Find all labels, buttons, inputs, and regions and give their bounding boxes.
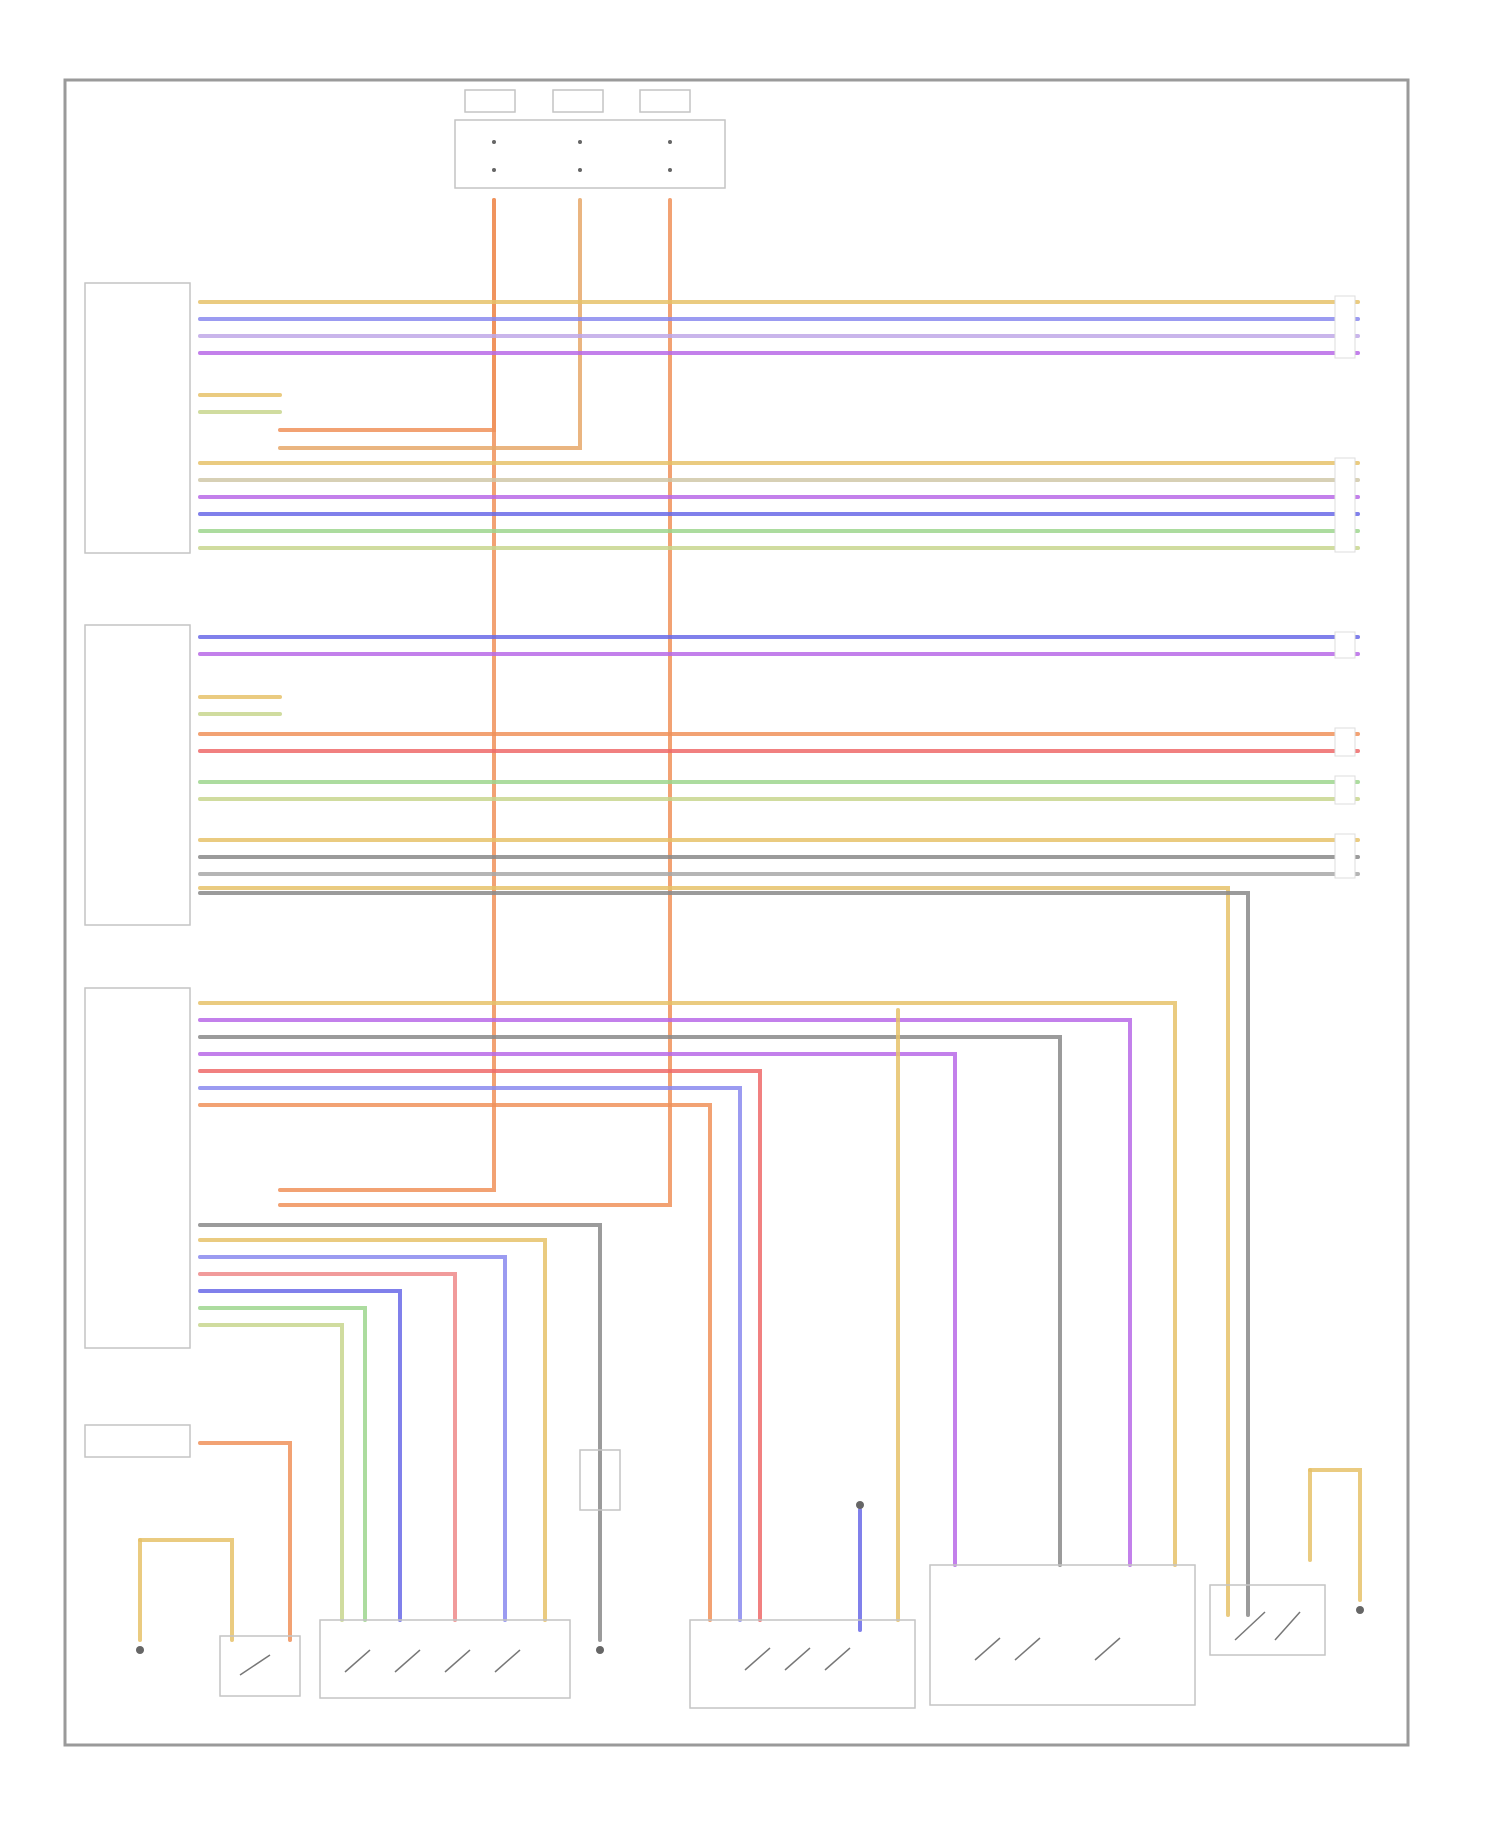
- module-box-4: [84, 1424, 191, 1458]
- module-box-3: [84, 987, 191, 1349]
- switch-2: [319, 1619, 571, 1699]
- fuse-feed-wire-2: [278, 198, 582, 450]
- fuse-block: [454, 89, 726, 189]
- wire-group-1: [198, 300, 1360, 550]
- fuse-feed-wire-1b: [278, 198, 496, 432]
- switch-1: [219, 1635, 301, 1697]
- switch-3: [689, 1619, 916, 1709]
- module-box-1: [84, 282, 191, 554]
- fuse-feed-wire-3: [278, 198, 672, 1207]
- module-box-2: [84, 624, 191, 926]
- fuse-feed-wire-1: [278, 198, 496, 1192]
- diagram-frame: [63, 78, 1410, 1747]
- connector: [579, 1449, 621, 1511]
- fuse-icon: [492, 140, 672, 172]
- switch-4: [929, 1564, 1196, 1706]
- switch-5: [1209, 1584, 1326, 1656]
- wire-group-2: [198, 635, 1360, 876]
- right-connector-pins: [1334, 295, 1356, 879]
- wire-group-3: [138, 886, 1362, 1642]
- ground-icon: [136, 1501, 1364, 1654]
